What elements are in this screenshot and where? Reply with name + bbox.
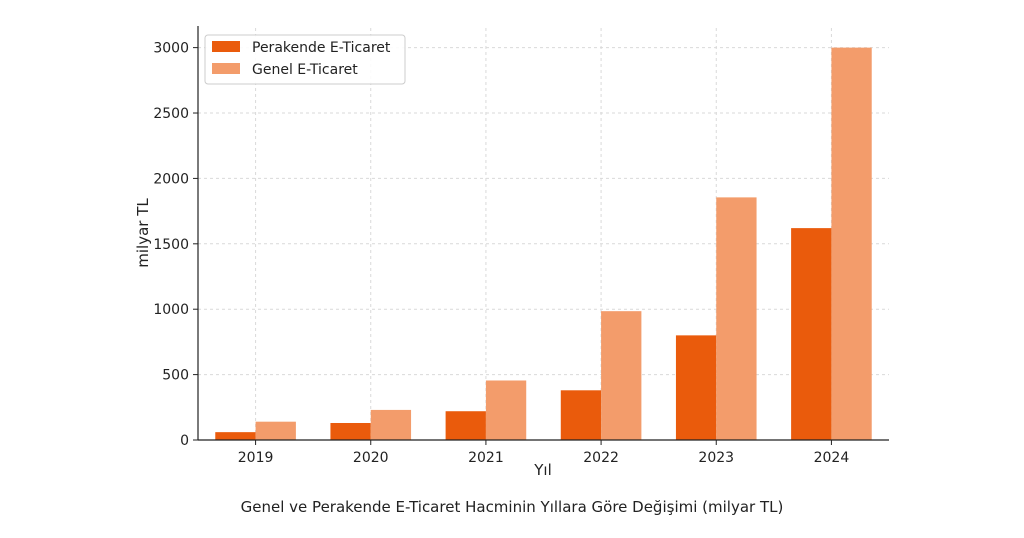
bar-perakende-2024 bbox=[791, 228, 832, 440]
y-tick-label: 2000 bbox=[153, 171, 189, 187]
y-tick-label: 500 bbox=[162, 368, 189, 384]
y-tick-label: 0 bbox=[180, 433, 189, 449]
y-tick-label: 2500 bbox=[153, 106, 189, 122]
bar-perakende-2020 bbox=[330, 422, 371, 440]
bar-perakende-2019 bbox=[215, 432, 256, 440]
bar-genel-2020 bbox=[370, 409, 412, 440]
bar-perakende-2021 bbox=[445, 411, 486, 440]
bar-genel-2023 bbox=[716, 197, 757, 440]
y-tick-label: 1000 bbox=[153, 302, 189, 318]
y-tick-label: 1500 bbox=[153, 237, 189, 253]
x-tick-label: 2021 bbox=[468, 450, 504, 466]
legend-swatch bbox=[212, 41, 240, 52]
legend: Perakende E-Ticaret Genel E-Ticaret bbox=[204, 34, 406, 85]
x-tick-label: 2020 bbox=[353, 450, 389, 466]
x-tick-label: 2019 bbox=[238, 450, 274, 466]
legend-box bbox=[204, 34, 406, 85]
x-tick-label: 2022 bbox=[583, 450, 619, 466]
legend-swatch bbox=[212, 63, 240, 74]
bar-perakende-2022 bbox=[560, 390, 602, 440]
chart-caption: Genel ve Perakende E-Ticaret Hacminin Yı… bbox=[240, 498, 784, 516]
bar-perakende-2023 bbox=[675, 335, 717, 440]
bar-genel-2019 bbox=[255, 421, 296, 440]
grid-lines bbox=[198, 28, 889, 440]
y-tick-labels: 0 500 1000 1500 2000 2500 3000 bbox=[153, 41, 189, 449]
y-tick-label: 3000 bbox=[153, 41, 189, 57]
x-axis-label: Yıl bbox=[533, 461, 552, 479]
legend-label: Genel E-Ticaret bbox=[252, 62, 358, 78]
y-axis-label: milyar TL bbox=[134, 198, 152, 268]
x-tick-labels: 2019 2020 2021 2022 2023 2024 bbox=[238, 450, 850, 466]
bar-chart: 2019 2020 2021 2022 2023 2024 0 500 1000 1500 200… bbox=[134, 26, 889, 479]
bars bbox=[215, 47, 872, 440]
bar-genel-2022 bbox=[601, 311, 642, 440]
legend-label: Perakende E-Ticaret bbox=[252, 40, 391, 56]
x-tick-label: 2024 bbox=[814, 450, 850, 466]
axes bbox=[193, 26, 889, 445]
bar-genel-2021 bbox=[485, 380, 527, 440]
bar-genel-2024 bbox=[831, 47, 872, 440]
x-tick-label: 2023 bbox=[698, 450, 734, 466]
